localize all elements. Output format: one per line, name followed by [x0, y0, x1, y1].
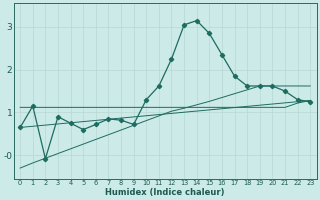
X-axis label: Humidex (Indice chaleur): Humidex (Indice chaleur) — [106, 188, 225, 197]
